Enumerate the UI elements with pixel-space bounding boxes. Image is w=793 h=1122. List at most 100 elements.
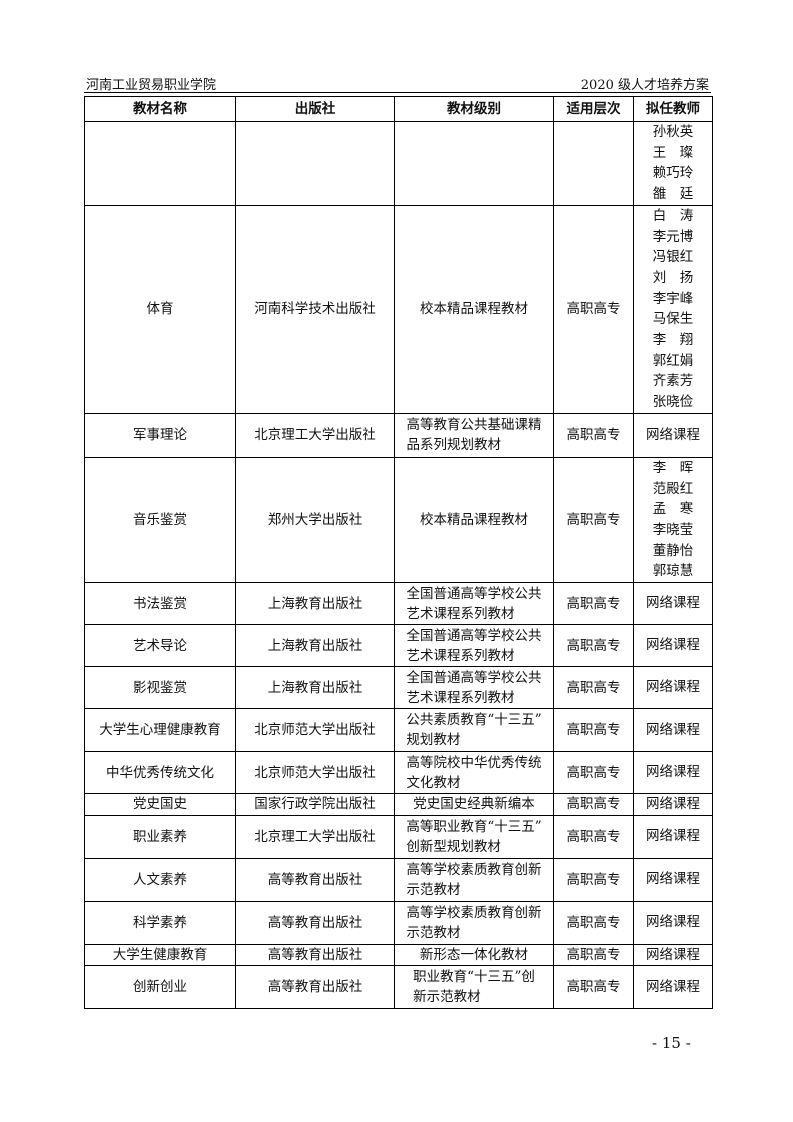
level-text: 公共素质教育“十三五” 规划教材	[406, 710, 541, 750]
level-text: 校本精品课程教材	[420, 299, 528, 319]
publisher-cell: 高等教育出版社	[235, 965, 395, 1010]
level-cell: 高等院校中华优秀传统 文化教材	[394, 751, 554, 795]
level-text: 党史国史经典新编本	[413, 794, 535, 814]
teacher-name: 孙秋英	[652, 124, 694, 140]
level-cell: 全国普通高等学校公共 艺术课程系列教材	[394, 582, 554, 626]
teacher-name: 网络课程	[646, 979, 700, 996]
level-line: 艺术课程系列教材	[406, 647, 515, 664]
level-line: 示范教材	[406, 924, 461, 941]
teacher-name: 郭红娟	[652, 352, 694, 369]
table-header-row: 教材名称 出版社 教材级别 适用层次 拟任教师	[84, 96, 713, 122]
textbook-name-cell: 人文素养	[84, 857, 236, 902]
teacher-name: 网络课程	[646, 679, 700, 696]
teachers-cell: 网络课程	[633, 412, 713, 458]
teachers-cell: 网络课程	[633, 965, 713, 1010]
level-line: 新形态一体化教材	[420, 947, 528, 964]
scope-cell: 高职高专	[553, 204, 634, 414]
table-row: 艺术导论 上海教育出版社 全国普通高等学校公共 艺术课程系列教材 高职高专 网络课程	[84, 624, 713, 668]
publisher-cell	[235, 121, 395, 206]
teacher-list: 网络课程	[646, 762, 700, 783]
textbook-name-cell: 中华优秀传统文化	[84, 751, 236, 795]
table-row: 创新创业 高等教育出版社 职业教育“十三五”创 新示范教材 高职高专 网络课程	[84, 965, 713, 1010]
level-text: 全国普通高等学校公共 艺术课程系列教材	[407, 584, 542, 624]
teacher-name: 网络课程	[646, 764, 700, 781]
level-cell: 高等学校素质教育创新 示范教材	[394, 857, 554, 902]
teacher-name: 网络课程	[646, 914, 700, 931]
textbook-name-cell: 大学生心理健康教育	[84, 708, 236, 753]
teacher-name: 冯银红	[652, 249, 694, 266]
teachers-cell: 网络课程	[633, 751, 713, 795]
level-text: 全国普通高等学校公共 艺术课程系列教材	[407, 668, 542, 708]
teacher-list: 网络课程	[646, 635, 700, 656]
teacher-list: 网络课程	[646, 720, 700, 741]
teachers-cell: 网络课程	[633, 708, 713, 753]
level-text: 新形态一体化教材	[420, 945, 528, 965]
level-cell: 校本精品课程教材	[394, 204, 554, 414]
level-line: 校本精品课程教材	[420, 511, 528, 528]
level-cell	[394, 121, 554, 206]
level-line: 文化教材	[406, 774, 461, 791]
teachers-cell: 网络课程	[633, 666, 713, 710]
textbook-name-cell: 军事理论	[84, 412, 236, 458]
teacher-name: 李晓莹	[652, 521, 694, 538]
level-cell: 高等职业教育“十三五” 创新型规划教材	[394, 814, 554, 859]
column-header: 教材级别	[394, 96, 554, 122]
header-divider	[84, 92, 711, 93]
table-row: 大学生健康教育 高等教育出版社 新形态一体化教材 高职高专 网络课程	[84, 943, 713, 967]
publisher-cell: 北京师范大学出版社	[235, 751, 395, 795]
level-text: 高等学校素质教育创新 示范教材	[407, 903, 542, 943]
scope-cell: 高职高专	[553, 412, 634, 458]
textbook-name-cell: 大学生健康教育	[84, 943, 236, 967]
teacher-list: 李 晖范殿红孟 寒李晓莹 董静怡 郭琼慧	[653, 458, 694, 582]
level-line: 校本精品课程教材	[420, 301, 528, 318]
level-text: 高等职业教育“十三五” 创新型规划教材	[406, 817, 541, 857]
table-row: 书法鉴赏 上海教育出版社 全国普通高等学校公共 艺术课程系列教材 高职高专 网络课程	[84, 582, 713, 626]
header-document-title: 2020 级人才培养方案	[580, 78, 709, 93]
level-line: 全国普通高等学校公共	[406, 585, 542, 602]
level-cell: 校本精品课程教材	[394, 456, 554, 584]
scope-cell: 高职高专	[553, 751, 634, 795]
level-line: 职业教育“十三五”创	[413, 969, 535, 986]
teacher-name: 赖巧玲	[652, 165, 694, 182]
teacher-name: 李元博	[652, 228, 694, 245]
level-line: 规划教材	[406, 732, 461, 749]
level-line: 艺术课程系列教材	[406, 605, 515, 622]
textbook-name-cell: 书法鉴赏	[84, 582, 236, 626]
level-cell: 全国普通高等学校公共 艺术课程系列教材	[394, 624, 554, 668]
level-text: 高等教育公共基础课精 品系列规划教材	[407, 415, 542, 455]
textbook-name-cell: 科学素养	[84, 900, 236, 945]
teachers-cell: 网络课程	[633, 814, 713, 859]
teacher-list: 网络课程	[646, 794, 700, 815]
teachers-cell: 网络课程	[633, 582, 713, 626]
teacher-name: 李 晖	[652, 459, 694, 476]
publisher-cell: 北京理工大学出版社	[235, 814, 395, 859]
teacher-list: 网络课程	[646, 593, 700, 614]
publisher-cell: 北京师范大学出版社	[235, 708, 395, 753]
scope-cell: 高职高专	[553, 456, 634, 584]
teacher-list: 孙秋英王 璨赖巧玲雒 廷	[653, 122, 694, 205]
teacher-name: 刘 扬	[652, 269, 694, 286]
level-line: 新示范教材	[413, 989, 481, 1006]
scope-cell: 高职高专	[553, 900, 634, 945]
scope-cell: 高职高专	[553, 793, 634, 816]
teachers-cell: 孙秋英王 璨赖巧玲雒 廷	[633, 121, 713, 206]
teacher-name: 网络课程	[646, 946, 700, 963]
table-row: 中华优秀传统文化 北京师范大学出版社 高等院校中华优秀传统 文化教材 高职高专 网络课程	[84, 751, 713, 795]
table-row: 人文素养 高等教育出版社 高等学校素质教育创新 示范教材 高职高专 网络课程	[84, 857, 713, 902]
teacher-name: 网络课程	[646, 871, 700, 888]
teachers-cell: 网络课程	[633, 624, 713, 668]
teacher-name: 郭琼慧	[652, 563, 694, 580]
teachers-cell: 网络课程	[633, 857, 713, 902]
level-cell: 高等学校素质教育创新 示范教材	[394, 900, 554, 945]
publisher-cell: 高等教育出版社	[235, 857, 395, 902]
level-line: 全国普通高等学校公共	[406, 669, 542, 686]
textbook-table: 教材名称 出版社 教材级别 适用层次 拟任教师 孙秋英王 璨赖巧玲雒 廷体育 河南…	[84, 96, 713, 1010]
level-line: 党史国史经典新编本	[413, 796, 535, 813]
publisher-cell: 北京理工大学出版社	[235, 412, 395, 458]
publisher-cell: 上海教育出版社	[235, 666, 395, 710]
scope-cell: 高职高专	[553, 666, 634, 710]
textbook-name-cell: 艺术导论	[84, 624, 236, 668]
teacher-name: 张晓俭	[652, 394, 694, 411]
level-line: 品系列规划教材	[406, 437, 502, 454]
teachers-cell: 网络课程	[633, 900, 713, 945]
